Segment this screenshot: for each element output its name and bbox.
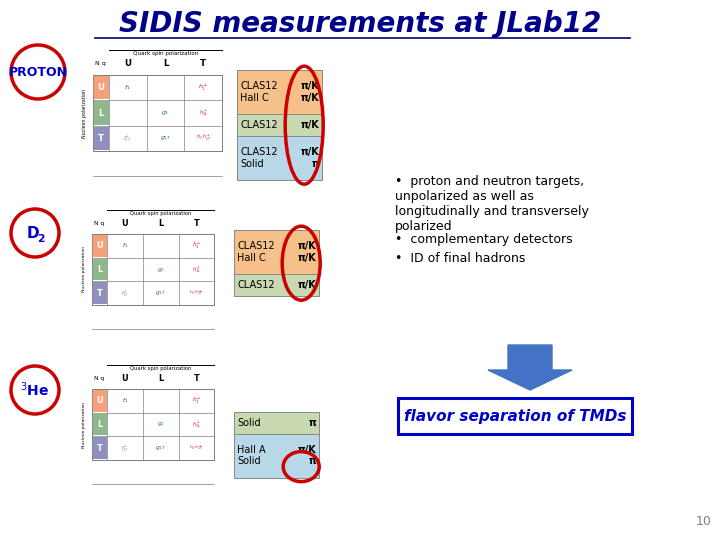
Text: CLAS12
Hall C: CLAS12 Hall C [240, 82, 278, 103]
Text: N q: N q [94, 221, 104, 226]
Text: Quark spin polarization: Quark spin polarization [130, 366, 192, 371]
Text: $g_{1T}$: $g_{1T}$ [156, 444, 166, 453]
Text: $h_1^\perp$: $h_1^\perp$ [192, 240, 201, 251]
Text: Solid: Solid [237, 417, 261, 428]
Polygon shape [488, 345, 572, 390]
Text: N q: N q [95, 62, 106, 66]
Text: $f_{1T}^\perp$: $f_{1T}^\perp$ [123, 133, 132, 144]
Text: SIDIS measurements at JLab12: SIDIS measurements at JLab12 [119, 10, 601, 38]
FancyBboxPatch shape [234, 230, 319, 274]
Text: L: L [158, 219, 163, 227]
Text: U: U [96, 396, 103, 405]
Text: $g_1$: $g_1$ [157, 421, 165, 429]
Text: Nucleon polarization: Nucleon polarization [82, 402, 86, 448]
Text: Nucleon polarization: Nucleon polarization [82, 246, 86, 293]
Text: $h_1^\perp$: $h_1^\perp$ [192, 395, 201, 406]
Text: $g_{1T}$: $g_{1T}$ [156, 289, 166, 298]
Text: Quark spin polarization: Quark spin polarization [132, 51, 198, 56]
FancyBboxPatch shape [93, 126, 109, 150]
Text: CLAS12: CLAS12 [240, 120, 278, 130]
Text: $h_1\,h_{1T}^\perp$: $h_1\,h_{1T}^\perp$ [189, 289, 204, 298]
Text: U: U [97, 83, 104, 92]
Text: L: L [163, 59, 168, 69]
Text: π/K
π/K: π/K π/K [297, 241, 316, 263]
Text: •  complementary detectors: • complementary detectors [395, 233, 572, 246]
Text: CLAS12
Hall C: CLAS12 Hall C [237, 241, 275, 263]
Text: $g_1$: $g_1$ [157, 266, 165, 273]
Text: $f_{1T}^\perp$: $f_{1T}^\perp$ [121, 288, 129, 299]
FancyBboxPatch shape [237, 114, 323, 136]
Text: $h_{1L}^\perp$: $h_{1L}^\perp$ [192, 264, 201, 275]
Text: •  ID of final hadrons: • ID of final hadrons [395, 252, 526, 265]
Text: $h_1\,h_{1T}^\perp$: $h_1\,h_{1T}^\perp$ [196, 133, 211, 144]
FancyBboxPatch shape [234, 411, 319, 434]
Text: $h_1\,h_{1T}^\perp$: $h_1\,h_{1T}^\perp$ [189, 444, 204, 453]
Text: •  proton and neutron targets,
unpolarized as well as
longitudinally and transve: • proton and neutron targets, unpolarize… [395, 175, 589, 233]
Text: L: L [97, 420, 102, 429]
FancyBboxPatch shape [398, 398, 632, 434]
Text: U: U [96, 241, 103, 250]
Text: π/K
π: π/K π [300, 147, 319, 169]
Bar [93, 75, 222, 151]
Text: $h_{1L}^\perp$: $h_{1L}^\perp$ [199, 107, 208, 118]
Text: 10: 10 [696, 515, 712, 528]
Text: L: L [98, 109, 104, 118]
Text: PROTON: PROTON [9, 65, 68, 78]
Text: T: T [96, 289, 102, 298]
FancyBboxPatch shape [92, 414, 107, 435]
FancyBboxPatch shape [234, 274, 319, 296]
FancyBboxPatch shape [92, 259, 107, 280]
Text: π/K
π: π/K π [297, 445, 316, 467]
Text: $f_1$: $f_1$ [122, 241, 128, 250]
Text: D: D [27, 226, 40, 241]
Text: U: U [125, 59, 131, 69]
Text: T: T [98, 134, 104, 143]
Text: L: L [97, 265, 102, 274]
Text: π: π [308, 417, 316, 428]
Text: $f_1$: $f_1$ [125, 83, 131, 92]
FancyBboxPatch shape [237, 70, 323, 114]
Text: $g_{1T}$: $g_{1T}$ [160, 134, 171, 142]
Text: U: U [122, 374, 128, 382]
Text: L: L [158, 374, 163, 382]
Text: π/K: π/K [297, 280, 316, 290]
Text: T: T [200, 59, 207, 69]
Text: $h_{1L}^\perp$: $h_{1L}^\perp$ [192, 419, 201, 430]
Text: N q: N q [94, 376, 104, 381]
FancyBboxPatch shape [92, 390, 107, 411]
Bar [92, 389, 215, 460]
Text: T: T [96, 444, 102, 453]
Text: π/K
π/K: π/K π/K [300, 82, 319, 103]
Text: $f_1$: $f_1$ [122, 396, 128, 405]
Text: T: T [194, 374, 199, 382]
Text: Quark spin polarization: Quark spin polarization [130, 211, 192, 216]
FancyBboxPatch shape [93, 76, 109, 99]
FancyBboxPatch shape [237, 136, 323, 180]
Text: Nucleon polarization: Nucleon polarization [82, 89, 87, 138]
Text: CLAS12: CLAS12 [237, 280, 275, 290]
FancyBboxPatch shape [93, 102, 109, 125]
Text: CLAS12
Solid: CLAS12 Solid [240, 147, 278, 169]
Text: flavor separation of TMDs: flavor separation of TMDs [404, 408, 626, 423]
Text: T: T [194, 219, 199, 227]
Text: Hall A
Solid: Hall A Solid [237, 445, 266, 467]
Text: $^3$He: $^3$He [20, 381, 50, 399]
FancyBboxPatch shape [234, 434, 319, 477]
FancyBboxPatch shape [92, 282, 107, 304]
Text: U: U [122, 219, 128, 227]
Bar [92, 234, 215, 305]
Text: 2: 2 [37, 234, 45, 244]
Text: $f_{1T}^\perp$: $f_{1T}^\perp$ [121, 443, 129, 454]
FancyBboxPatch shape [92, 235, 107, 256]
Text: π/K: π/K [300, 120, 319, 130]
Text: $g_1$: $g_1$ [161, 109, 170, 117]
Text: $h_1^\perp$: $h_1^\perp$ [198, 82, 208, 93]
FancyBboxPatch shape [92, 437, 107, 459]
